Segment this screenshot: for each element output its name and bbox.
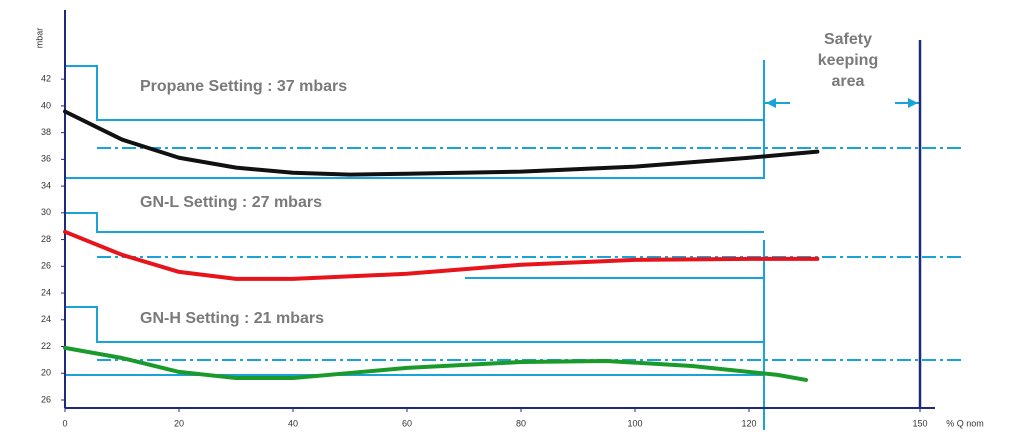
series-line — [63, 109, 820, 177]
side-note: Safety — [824, 31, 872, 48]
y-tick-label: 26 — [41, 394, 51, 404]
x-tick-label: 150 — [912, 418, 927, 428]
x-axis-label: % Q nom — [946, 418, 984, 428]
side-note: area — [832, 73, 865, 90]
side-note: keeping — [818, 52, 878, 69]
x-tick-label: 100 — [627, 418, 642, 428]
y-tick-label: 20 — [41, 368, 51, 378]
y-tick-label: 24 — [41, 287, 51, 297]
y-tick-label: 30 — [41, 207, 51, 217]
y-tick-label: 38 — [41, 127, 51, 137]
y-axis-label: mbar — [34, 28, 44, 49]
x-tick-label: 120 — [741, 418, 756, 428]
y-tick-label: 26 — [41, 261, 51, 271]
y-tick-label: 28 — [41, 234, 51, 244]
y-tick-label: 22 — [41, 341, 51, 351]
y-tick-label: 40 — [41, 100, 51, 110]
y-tick-label: 34 — [41, 180, 51, 190]
x-tick-label: 20 — [174, 418, 184, 428]
x-tick-label: 80 — [516, 418, 526, 428]
annotation: GN-L Setting : 27 mbars — [140, 194, 322, 211]
x-tick-label: 60 — [402, 418, 412, 428]
annotation: GN-H Setting : 21 mbars — [140, 310, 324, 327]
x-tick-label: 40 — [288, 418, 298, 428]
y-tick-label: 42 — [41, 74, 51, 84]
y-tick-label: 36 — [41, 154, 51, 164]
series-line — [63, 345, 808, 382]
annotation: Propane Setting : 37 mbars — [140, 78, 347, 95]
y-tick-label: 24 — [41, 314, 51, 324]
x-tick-label: 0 — [62, 418, 67, 428]
series-line — [63, 229, 820, 281]
